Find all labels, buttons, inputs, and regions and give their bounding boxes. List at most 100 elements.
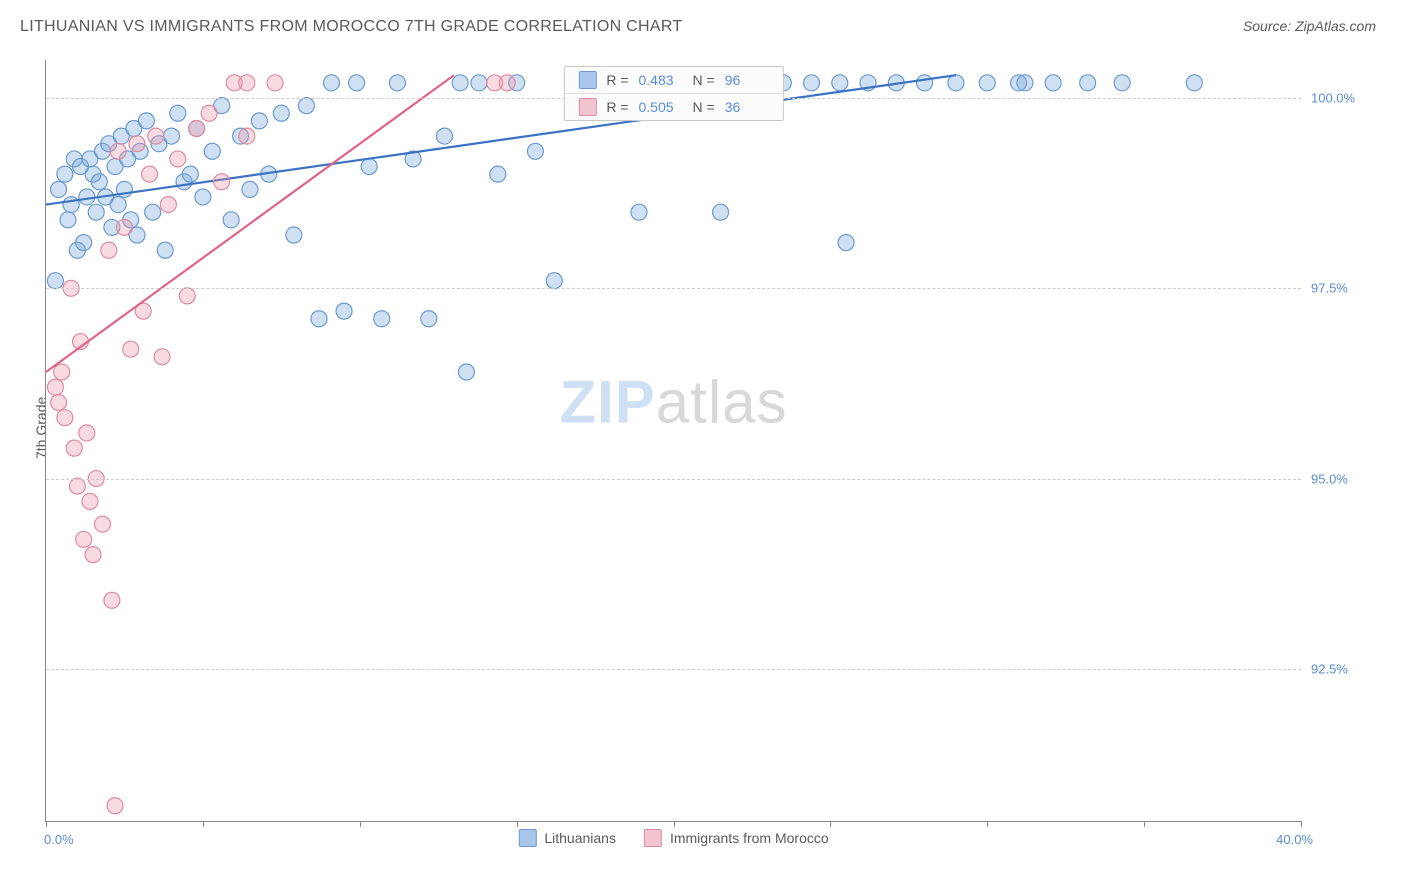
data-point xyxy=(286,227,302,243)
legend-item-morocco: Immigrants from Morocco xyxy=(644,829,829,847)
data-point xyxy=(948,75,964,91)
n-value: 36 xyxy=(725,99,769,115)
data-point xyxy=(182,166,198,182)
data-point xyxy=(546,273,562,289)
y-tick-label: 92.5% xyxy=(1311,661,1371,676)
data-point xyxy=(251,113,267,129)
data-point xyxy=(458,364,474,380)
data-point xyxy=(170,151,186,167)
data-point xyxy=(189,120,205,136)
data-point xyxy=(214,174,230,190)
scatter-svg xyxy=(46,60,1301,821)
data-point xyxy=(60,212,76,228)
r-label: R = xyxy=(606,72,628,88)
data-point xyxy=(104,592,120,608)
data-point xyxy=(242,181,258,197)
n-label: N = xyxy=(693,72,715,88)
data-point xyxy=(142,166,158,182)
data-point xyxy=(804,75,820,91)
data-point xyxy=(979,75,995,91)
data-point xyxy=(179,288,195,304)
data-point xyxy=(436,128,452,144)
data-point xyxy=(421,311,437,327)
x-tick xyxy=(1301,821,1302,827)
data-point xyxy=(471,75,487,91)
data-point xyxy=(917,75,933,91)
x-tick xyxy=(360,821,361,827)
data-point xyxy=(170,105,186,121)
trend-line xyxy=(46,75,956,204)
data-point xyxy=(1080,75,1096,91)
data-point xyxy=(57,410,73,426)
gridline xyxy=(46,479,1301,480)
data-point xyxy=(66,440,82,456)
data-point xyxy=(204,143,220,159)
x-tick xyxy=(987,821,988,827)
data-point xyxy=(361,159,377,175)
data-point xyxy=(51,394,67,410)
data-point xyxy=(47,273,63,289)
x-tick xyxy=(203,821,204,827)
r-value: 0.505 xyxy=(639,99,683,115)
gridline xyxy=(46,288,1301,289)
data-point xyxy=(273,105,289,121)
n-value: 96 xyxy=(725,72,769,88)
data-point xyxy=(1186,75,1202,91)
data-point xyxy=(499,75,515,91)
legend-item-lithuanians: Lithuanians xyxy=(518,829,616,847)
data-point xyxy=(57,166,73,182)
data-point xyxy=(85,547,101,563)
data-point xyxy=(154,349,170,365)
r-label: R = xyxy=(606,99,628,115)
data-point xyxy=(1045,75,1061,91)
data-point xyxy=(195,189,211,205)
data-point xyxy=(145,204,161,220)
data-point xyxy=(490,166,506,182)
data-point xyxy=(452,75,468,91)
chart-header: LITHUANIAN VS IMMIGRANTS FROM MOROCCO 7T… xyxy=(0,0,1406,44)
data-point xyxy=(79,425,95,441)
plot-area: ZIPatlas R = 0.483 N = 96 R = 0.505 N = … xyxy=(45,60,1301,822)
legend-label: Immigrants from Morocco xyxy=(670,830,829,846)
data-point xyxy=(298,98,314,114)
data-point xyxy=(267,75,283,91)
data-point xyxy=(527,143,543,159)
gridline xyxy=(46,669,1301,670)
n-label: N = xyxy=(693,99,715,115)
x-tick xyxy=(517,821,518,827)
data-point xyxy=(324,75,340,91)
swatch-lithuanians xyxy=(578,71,596,89)
data-point xyxy=(838,235,854,251)
x-tick xyxy=(46,821,47,827)
data-point xyxy=(110,197,126,213)
data-point xyxy=(76,235,92,251)
data-point xyxy=(54,364,70,380)
stats-legend: R = 0.483 N = 96 R = 0.505 N = 36 xyxy=(563,66,783,121)
data-point xyxy=(239,75,255,91)
r-value: 0.483 xyxy=(639,72,683,88)
x-tick xyxy=(1144,821,1145,827)
data-point xyxy=(51,181,67,197)
legend-swatch-lithuanians xyxy=(518,829,536,847)
data-point xyxy=(94,516,110,532)
data-point xyxy=(76,531,92,547)
data-point xyxy=(201,105,217,121)
legend-swatch-morocco xyxy=(644,829,662,847)
data-point xyxy=(631,204,647,220)
data-point xyxy=(123,341,139,357)
data-point xyxy=(47,379,63,395)
data-point xyxy=(116,219,132,235)
y-tick-label: 100.0% xyxy=(1311,91,1371,106)
data-point xyxy=(374,311,390,327)
y-tick-label: 95.0% xyxy=(1311,471,1371,486)
data-point xyxy=(107,798,123,814)
y-tick-label: 97.5% xyxy=(1311,281,1371,296)
data-point xyxy=(832,75,848,91)
data-point xyxy=(311,311,327,327)
data-point xyxy=(1114,75,1130,91)
x-max-label: 40.0% xyxy=(1276,832,1313,847)
data-point xyxy=(63,197,79,213)
data-point xyxy=(82,493,98,509)
data-point xyxy=(160,197,176,213)
data-point xyxy=(223,212,239,228)
